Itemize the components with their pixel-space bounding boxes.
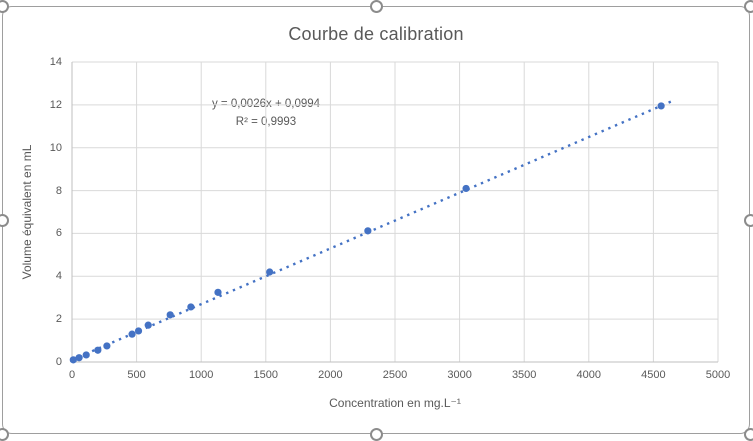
data-point[interactable]: [187, 303, 194, 310]
x-tick-label: 2500: [365, 368, 425, 382]
data-point[interactable]: [94, 347, 101, 354]
selection-handle-top-right[interactable]: [744, 0, 753, 13]
data-point[interactable]: [83, 351, 90, 358]
x-tick-label: 2000: [300, 368, 360, 382]
selection-handle-bottom-right[interactable]: [744, 428, 753, 441]
selection-handle-bottom-left[interactable]: [0, 428, 9, 441]
data-point[interactable]: [214, 289, 221, 296]
selection-handle-middle-left[interactable]: [0, 214, 9, 227]
data-point[interactable]: [364, 227, 371, 234]
data-point[interactable]: [167, 311, 174, 318]
trendline[interactable]: [72, 101, 671, 360]
x-tick-label: 1500: [236, 368, 296, 382]
y-axis-title[interactable]: Volume équivalent en mL: [20, 145, 34, 280]
selection-handle-middle-right[interactable]: [744, 214, 753, 227]
y-tick-label: 12: [22, 97, 62, 113]
data-point[interactable]: [76, 354, 83, 361]
plot-area[interactable]: [72, 62, 718, 362]
x-tick-label: 1000: [171, 368, 231, 382]
selection-handle-top-center[interactable]: [370, 0, 383, 13]
data-point[interactable]: [103, 342, 110, 349]
x-tick-label: 5000: [688, 368, 748, 382]
data-point[interactable]: [135, 327, 142, 334]
y-tick-label: 14: [22, 54, 62, 70]
x-tick-label: 0: [42, 368, 102, 382]
selection-handle-bottom-center[interactable]: [370, 428, 383, 441]
data-point[interactable]: [128, 331, 135, 338]
x-axis-title[interactable]: Concentration en mg.L⁻¹: [195, 396, 595, 410]
x-tick-label: 500: [107, 368, 167, 382]
data-point[interactable]: [145, 322, 152, 329]
x-tick-label: 3000: [430, 368, 490, 382]
selection-handle-top-left[interactable]: [0, 0, 9, 13]
x-tick-label: 4500: [623, 368, 683, 382]
chart-title[interactable]: Courbe de calibration: [3, 24, 749, 45]
data-point[interactable]: [462, 185, 469, 192]
y-tick-label: 2: [22, 311, 62, 327]
data-point[interactable]: [658, 102, 665, 109]
x-tick-label: 4000: [559, 368, 619, 382]
x-tick-label: 3500: [494, 368, 554, 382]
data-point[interactable]: [266, 268, 273, 275]
